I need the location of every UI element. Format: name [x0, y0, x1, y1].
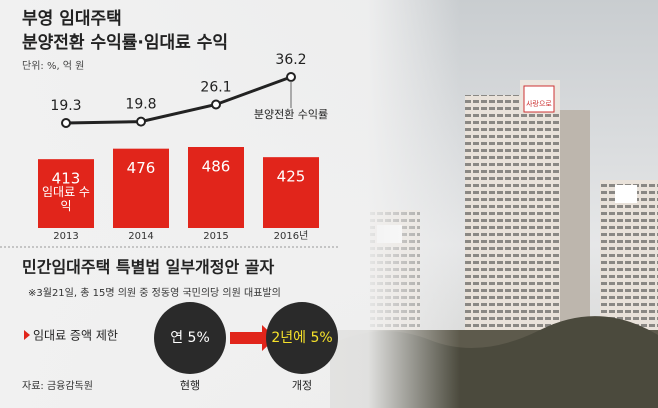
bar-label: 425 [277, 168, 306, 186]
point-label: 26.1 [200, 79, 231, 95]
line-series-label: 분양전환 수익률 [254, 108, 328, 121]
building-sign: 사랑으로 [526, 99, 552, 108]
point [136, 116, 146, 127]
x-tick-label: 2014 [128, 231, 153, 242]
bar-label: 413 [52, 170, 81, 188]
x-tick-label: 2015 [203, 231, 228, 242]
circle-current [154, 302, 226, 374]
bar [113, 148, 169, 228]
chart-title: 부영 임대주택 [22, 8, 122, 29]
unit-note: 단위: %, 억 원 [22, 59, 84, 72]
note: ※3월21일, 총 15명 의원 중 정동영 국민의당 의원 대표발의 [28, 287, 281, 299]
revised-label: 개정 [292, 379, 312, 392]
source: 자료: 금융감독원 [22, 380, 93, 392]
item: 임대료 증액 제한 [33, 329, 118, 343]
point-label: 36.2 [275, 52, 306, 68]
bar-label: 486 [202, 158, 231, 176]
section-title: 민간임대주택 특별법 일부개정안 골자 [22, 258, 275, 277]
bar-label: 476 [127, 159, 156, 177]
circle-revised [266, 302, 338, 374]
current-label: 현행 [180, 379, 200, 392]
bar [188, 147, 244, 228]
arrow [230, 325, 276, 351]
point-label: 19.3 [50, 98, 81, 114]
x-tick-label: 2013 [53, 231, 78, 242]
point [61, 118, 71, 128]
chart-title: 분양전환 수익률·임대료 수익 [22, 32, 228, 53]
line [65, 75, 292, 125]
point [211, 99, 221, 110]
bar [38, 159, 94, 228]
point-label: 19.8 [125, 97, 156, 113]
bar [263, 157, 319, 228]
bar-series-label: 임대료 수익 [42, 185, 90, 213]
bullet [24, 330, 30, 340]
point [286, 72, 296, 82]
x-tick-label: 2016년 [274, 230, 309, 242]
current-text: 연 5% [170, 330, 210, 346]
revised-text: 2년에 5% [271, 330, 332, 346]
